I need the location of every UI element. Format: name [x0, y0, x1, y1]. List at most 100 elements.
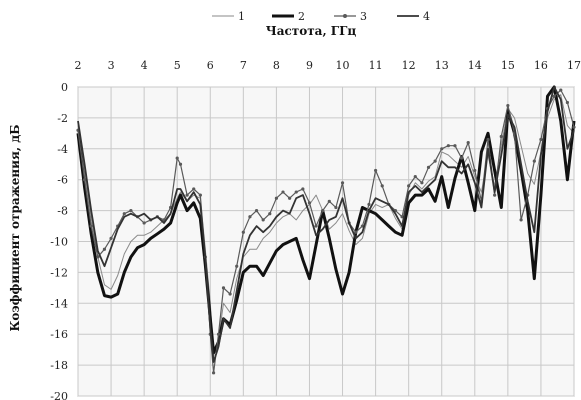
series-point [307, 201, 312, 205]
series-point [254, 209, 259, 213]
series-point [274, 196, 278, 200]
series-point [565, 100, 569, 105]
x-tick-label: 15 [501, 59, 515, 72]
series-point [129, 209, 133, 213]
y-tick-label: -8 [57, 205, 68, 218]
x-tick-label: 10 [336, 59, 350, 72]
series-point [559, 88, 563, 92]
x-tick-labels: 2 3 4 5 6 7 8 9 10 11 12 13 14 15 16 17 [75, 59, 581, 72]
series-point [198, 193, 202, 197]
legend-label: 4 [423, 10, 430, 23]
y-tick-label: -6 [57, 174, 68, 187]
series-point [241, 230, 245, 234]
y-tick-label: 0 [61, 81, 68, 94]
series-point [440, 147, 444, 151]
y-tick-label: -14 [50, 297, 68, 310]
series-point [288, 196, 292, 200]
legend: 1 2 3 4 [212, 10, 430, 23]
chart-series-layer [76, 85, 576, 375]
series-point [248, 215, 252, 219]
x-tick-label: 2 [75, 59, 82, 72]
series-point [89, 224, 93, 228]
series-point [211, 371, 216, 375]
series-point [367, 202, 371, 207]
series-point [294, 190, 298, 194]
series-point [552, 94, 556, 98]
y-tick-label: -18 [50, 359, 68, 372]
x-tick-label: 4 [141, 59, 148, 72]
series-point [228, 292, 232, 296]
y-tick-labels: 0 -2 -4 -6 -8 -10 -12 -14 -16 -18 -20 [50, 81, 68, 400]
series-point [354, 230, 358, 234]
series-point [493, 193, 497, 197]
x-tick-label: 6 [207, 59, 214, 72]
series-point [261, 218, 265, 222]
x-tick-label: 3 [108, 59, 115, 72]
series-point [532, 159, 536, 163]
series-point [334, 205, 338, 210]
legend-item: 4 [397, 10, 430, 23]
x-tick-label: 7 [240, 59, 247, 72]
series-point [142, 221, 146, 225]
x-tick-label: 16 [534, 59, 548, 72]
y-tick-label: -2 [57, 112, 68, 125]
series-point [221, 286, 226, 290]
y-axis-label: Коэффициент отражения, дБ [8, 124, 22, 331]
series-point [340, 181, 345, 185]
series-point [413, 175, 417, 179]
series-point [235, 264, 239, 268]
series-point [216, 332, 221, 336]
x-tick-label: 5 [174, 59, 181, 72]
series-point [374, 168, 378, 173]
x-tick-label: 11 [369, 59, 383, 72]
series-point [486, 137, 490, 142]
series-point [433, 159, 437, 163]
series-point [301, 187, 305, 191]
legend-label: 1 [238, 10, 245, 23]
y-tick-label: -10 [50, 236, 68, 249]
x-tick-label: 17 [567, 59, 581, 72]
series-point [380, 184, 384, 188]
series-point [109, 236, 113, 241]
series-point [446, 144, 450, 148]
series-point [407, 184, 411, 188]
legend-item: 2 [272, 10, 305, 23]
series-point [473, 168, 477, 173]
x-tick-label: 8 [273, 59, 280, 72]
series-point [519, 218, 523, 222]
legend-label: 2 [298, 10, 305, 23]
series-point [459, 156, 464, 160]
series-point [175, 156, 179, 160]
x-tick-label: 9 [306, 59, 313, 72]
series-4 [77, 86, 575, 363]
legend-item: 3 [334, 10, 367, 23]
series-point [122, 212, 126, 216]
series-point [192, 187, 196, 191]
legend-label: 3 [360, 10, 367, 23]
series-point [426, 165, 431, 169]
legend-item: 1 [212, 10, 245, 23]
series-point [178, 162, 183, 166]
y-tick-label: -20 [50, 390, 68, 400]
x-tick-label: 13 [435, 59, 449, 72]
series-point [83, 178, 87, 182]
series-point [96, 255, 100, 259]
series-point [185, 193, 189, 197]
series-point [453, 144, 457, 148]
series-point [102, 247, 107, 251]
series-point [327, 199, 331, 203]
series-point [420, 181, 424, 185]
series-point [499, 134, 503, 139]
x-tick-label: 12 [402, 59, 416, 72]
series-point [466, 141, 470, 145]
y-tick-label: -4 [57, 143, 68, 156]
series-point [314, 224, 318, 228]
y-tick-label: -12 [50, 266, 68, 279]
series-point [572, 125, 576, 129]
series-point [281, 190, 285, 194]
series-point [321, 209, 325, 213]
chart-grid [77, 86, 575, 397]
legend-marker [343, 14, 347, 18]
x-tick-label: 14 [468, 59, 482, 72]
